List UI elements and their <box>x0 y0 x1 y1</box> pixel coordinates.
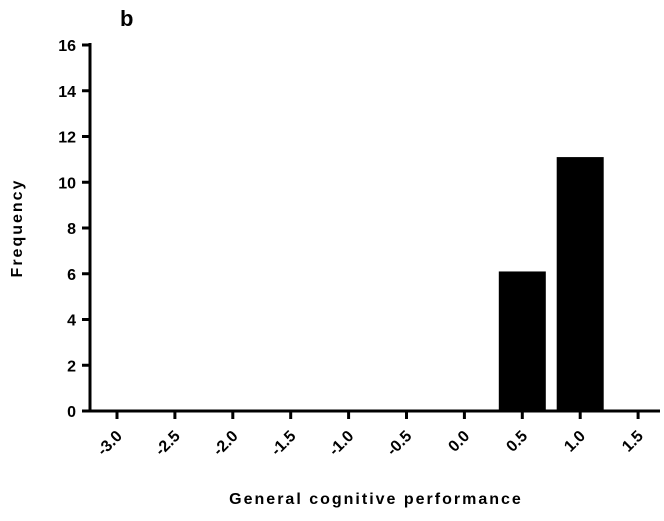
y-tick-label: 14 <box>58 84 76 101</box>
x-tick-label: -2.0 <box>210 428 242 460</box>
panel-label: b <box>120 6 134 31</box>
x-tick-label: 1.5 <box>619 428 647 456</box>
x-tick-label: 0.5 <box>503 428 531 456</box>
bar-1.0 <box>556 157 604 411</box>
x-axis-label: General cognitive performance <box>229 491 523 508</box>
x-tick-label: -1.5 <box>268 428 300 460</box>
y-tick-label: 2 <box>67 358 76 375</box>
y-tick-label: 4 <box>67 313 76 330</box>
y-tick-label: 8 <box>67 221 76 238</box>
x-tick-label: -3.0 <box>94 428 126 460</box>
y-axis-label: Frequency <box>9 179 26 278</box>
x-tick-label: -1.0 <box>326 428 358 460</box>
y-tick-label: 6 <box>67 267 76 284</box>
x-axis: -3.0 -2.5 -2.0 -1.5 -1.0 -0.5 0.0 0.5 1.0 1.5 <box>90 409 660 460</box>
x-tick-label: -0.5 <box>384 428 416 460</box>
y-tick-label: 10 <box>58 175 76 192</box>
x-tick-label: -2.5 <box>152 428 184 460</box>
y-tick-label: 16 <box>58 38 76 55</box>
x-tick-label: 1.0 <box>561 428 589 456</box>
y-axis: 0 2 4 6 8 10 12 14 16 <box>58 38 92 421</box>
x-tick-label: 0.0 <box>445 428 473 456</box>
y-tick-label: 0 <box>67 404 76 421</box>
bar-0.5 <box>498 271 546 411</box>
y-tick-label: 12 <box>58 130 76 147</box>
bars-group <box>498 157 604 411</box>
